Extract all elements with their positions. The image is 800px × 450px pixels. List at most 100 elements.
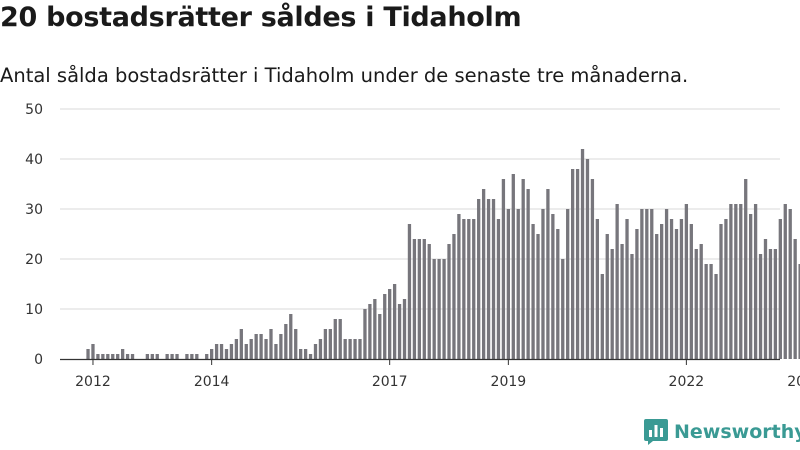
bar [635, 229, 639, 359]
bar [175, 354, 179, 359]
bar [412, 239, 417, 359]
bar [289, 314, 293, 359]
y-tick-label: 30 [25, 202, 43, 218]
bar [773, 249, 778, 359]
bar [655, 234, 659, 359]
y-tick-label: 50 [25, 102, 43, 118]
bar [689, 224, 693, 359]
bar [788, 209, 792, 359]
bar [348, 339, 352, 359]
bar [86, 349, 90, 359]
bar [724, 219, 728, 359]
bar [259, 334, 263, 359]
bar [516, 209, 520, 359]
bar [214, 344, 219, 359]
bar [195, 354, 199, 359]
bar [284, 324, 288, 359]
bar [170, 354, 174, 359]
bar [660, 224, 664, 359]
bar [699, 244, 703, 359]
bar [521, 179, 525, 359]
bar [694, 249, 698, 359]
bar [452, 234, 456, 359]
bar [392, 284, 397, 359]
bar [432, 259, 436, 359]
bar [739, 204, 743, 359]
bar [358, 339, 362, 359]
bar [645, 209, 649, 359]
bar [491, 199, 496, 359]
bar [467, 219, 471, 359]
bar [190, 354, 194, 359]
bar [541, 209, 545, 359]
bar [526, 189, 530, 359]
bar [308, 354, 313, 359]
bar [763, 239, 768, 359]
bar [457, 214, 461, 359]
bar [343, 339, 347, 359]
bar [511, 174, 515, 359]
bar [506, 209, 510, 359]
bar [210, 349, 214, 359]
bar [111, 354, 115, 359]
bar [783, 204, 787, 359]
newsworthy-logo-icon [644, 419, 668, 445]
bar [546, 189, 550, 359]
brand-name: Newsworthy [674, 421, 800, 443]
bar [486, 199, 491, 359]
bar [570, 169, 575, 359]
bar [625, 219, 629, 359]
x-tick-label: 2017 [372, 374, 408, 390]
chart-subtitle: Antal sålda bostadsrätter i Tidaholm und… [0, 64, 689, 87]
bar [130, 354, 135, 359]
bar [101, 354, 105, 359]
bar [165, 354, 169, 359]
bar [536, 234, 540, 359]
bar [481, 189, 486, 359]
bar [244, 344, 248, 359]
bar [388, 289, 392, 359]
bar [650, 209, 654, 359]
x-tick-label: 2012 [75, 374, 111, 390]
bar [714, 274, 718, 359]
bar [125, 354, 130, 359]
bar [239, 329, 243, 359]
bar [417, 239, 421, 359]
bar [615, 204, 619, 359]
bar [437, 259, 441, 359]
bar [709, 264, 713, 359]
bar [674, 229, 679, 359]
bar [333, 319, 337, 359]
bars [86, 149, 800, 359]
y-tick-label: 20 [25, 252, 43, 268]
bar [669, 219, 674, 359]
bar [758, 254, 763, 359]
bar [798, 264, 800, 359]
bar [472, 219, 476, 359]
bar [353, 339, 357, 359]
bar [447, 244, 451, 359]
bar [501, 179, 506, 359]
x-tick-label: 2022 [669, 374, 705, 390]
bar [368, 304, 372, 359]
bar [462, 219, 466, 359]
bar [496, 219, 501, 359]
bar [145, 354, 150, 359]
x-tick-label: 2024 [787, 374, 800, 390]
bar [249, 339, 253, 359]
x-tick-label: 2014 [194, 374, 230, 390]
bar [605, 234, 609, 359]
bar [749, 214, 753, 359]
bar [556, 229, 560, 359]
chart-title: 20 bostadsrätter såldes i Tidaholm [0, 2, 522, 33]
bar [96, 354, 100, 359]
bar [234, 339, 239, 359]
y-axis-labels: 0 10 20 30 40 50 [25, 102, 43, 368]
bar [793, 239, 797, 359]
bar [91, 344, 95, 359]
bar [768, 249, 773, 359]
bar [383, 294, 387, 359]
bar [531, 224, 535, 359]
bar [442, 259, 446, 359]
